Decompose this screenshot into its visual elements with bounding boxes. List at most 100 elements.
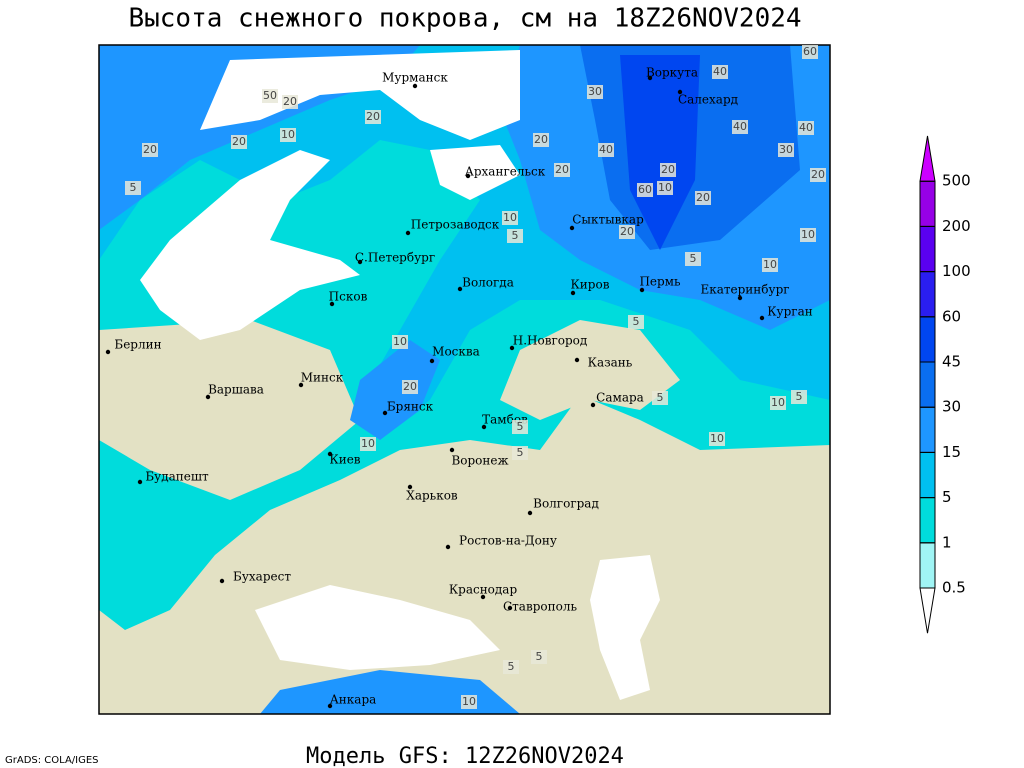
colorbar-label: 60 — [942, 307, 961, 325]
city-dot — [465, 173, 471, 179]
colorbar-label: 30 — [942, 398, 961, 416]
contour-label: 10 — [801, 228, 815, 241]
city-label: Минск — [301, 371, 344, 385]
city-dot — [429, 358, 435, 364]
contour-label: 5 — [508, 660, 515, 673]
contour-label: 40 — [733, 120, 747, 133]
contour-label: 10 — [710, 432, 724, 445]
contour-label-box — [461, 695, 477, 709]
city-dot — [574, 357, 580, 363]
contour-label-box — [587, 85, 603, 99]
city-dot — [137, 479, 143, 485]
contour-label: 40 — [799, 121, 813, 134]
contour-label-box — [402, 380, 418, 394]
contour-label: 10 — [361, 437, 375, 450]
city-label: Будапешт — [145, 470, 209, 484]
contour-label-box — [262, 89, 278, 103]
colorbar-label: 500 — [942, 172, 971, 190]
colorbar-band — [919, 361, 936, 408]
city-label: Петрозаводск — [411, 218, 500, 232]
city-label: Екатеринбург — [700, 283, 789, 297]
title: Высота снежного покрова, см на 18Z26NOV2… — [128, 4, 801, 34]
colorbar-label: 0.5 — [942, 579, 966, 597]
colorbar-label: 5 — [942, 488, 952, 506]
city-dot — [327, 451, 333, 457]
colorbar-band — [919, 542, 936, 589]
contour-label: 10 — [393, 335, 407, 348]
city-dot — [759, 315, 765, 321]
contour-label-box — [512, 446, 528, 460]
contour-label: 10 — [763, 258, 777, 271]
contour-label: 5 — [517, 446, 524, 459]
city-label: Мурманск — [382, 71, 448, 85]
contour-label: 20 — [620, 225, 634, 238]
city-label: Берлин — [114, 338, 161, 352]
city-label: Псков — [329, 290, 368, 304]
contour-label-box — [533, 133, 549, 147]
city-dot — [481, 424, 487, 430]
contour-label-box — [507, 229, 523, 243]
city-dot — [105, 349, 111, 355]
colorbar-band — [919, 451, 936, 499]
city-label: Москва — [432, 345, 480, 359]
contour-label-box — [502, 211, 518, 225]
contour-label-box — [503, 660, 519, 674]
contour-label-box — [709, 432, 725, 446]
city-label: Курган — [767, 305, 812, 319]
contour-label: 10 — [658, 181, 672, 194]
city-dot — [647, 75, 653, 81]
contour-label: 5 — [517, 420, 524, 433]
city-label: Бухарест — [233, 570, 291, 584]
contour-label-box — [712, 65, 728, 79]
colorbar-low — [919, 587, 936, 634]
contour-label-box — [142, 143, 158, 157]
contour-label: 5 — [536, 650, 543, 663]
city-label: Самара — [596, 391, 644, 405]
city-label: Воронеж — [451, 454, 508, 468]
contour-label-box — [762, 258, 778, 272]
footer: Модель GFS: 12Z26NOV2024 — [306, 744, 624, 768]
contour-label-box — [125, 181, 141, 195]
contour-label: 60 — [638, 183, 652, 196]
contour-label-box — [660, 163, 676, 177]
contour-label: 40 — [713, 65, 727, 78]
contour-label-box — [280, 128, 296, 142]
city-dot — [329, 301, 335, 307]
city-dot — [219, 578, 225, 584]
city-dot — [677, 89, 683, 95]
city-dot — [327, 703, 333, 709]
city-label: Ростов-на-Дону — [459, 534, 557, 548]
city-dot — [407, 484, 413, 490]
colorbar-label: 100 — [942, 262, 971, 280]
contour-label-box — [791, 390, 807, 404]
city-label: Харьков — [406, 489, 458, 503]
city-dot — [382, 410, 388, 416]
contour-label: 20 — [661, 163, 675, 176]
colorbar-label: 15 — [942, 443, 961, 461]
city-dot — [357, 259, 363, 265]
city-dot — [737, 295, 743, 301]
contour-label-box — [392, 335, 408, 349]
city-label: Казань — [588, 356, 633, 370]
city-label: Архангельск — [465, 165, 546, 179]
contour-label-box — [800, 228, 816, 242]
city-dot — [507, 605, 513, 611]
colorbar-high — [919, 135, 936, 182]
contour-label: 50 — [263, 89, 277, 102]
contour-label: 10 — [503, 211, 517, 224]
contour-label: 10 — [771, 396, 785, 409]
city-label: Варшава — [208, 383, 264, 397]
city-label: Вологда — [462, 276, 514, 290]
colorbar-band — [919, 316, 936, 363]
contour-label: 10 — [281, 128, 295, 141]
colorbar-band — [919, 180, 936, 227]
city-dot — [480, 594, 486, 600]
city-label: Брянск — [387, 400, 434, 414]
contour-label-box — [231, 135, 247, 149]
city-label: Анкара — [330, 693, 377, 707]
contour-label: 20 — [555, 163, 569, 176]
contour-label-box — [512, 420, 528, 434]
contour-label-box — [360, 437, 376, 451]
